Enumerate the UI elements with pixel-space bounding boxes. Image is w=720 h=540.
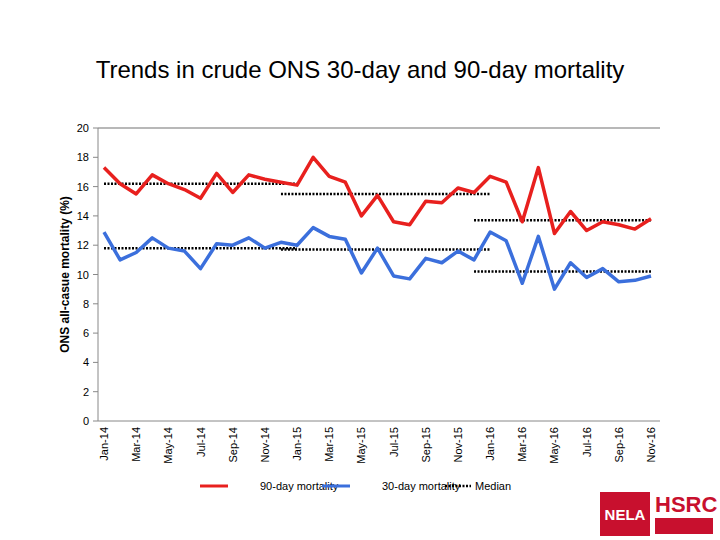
y-tick-label: 0 [83,415,89,427]
median-line [104,182,297,185]
x-tick-label: Mar-15 [323,427,335,462]
y-tick [93,128,98,129]
logo-bar [655,518,713,534]
median-line [281,193,490,196]
x-tick-label: Mar-16 [516,427,528,462]
x-tick-label: Mar-14 [130,427,142,462]
title: Trends in crude ONS 30-day and 90-day mo… [96,56,625,83]
y-tick-label: 18 [77,151,89,163]
legend-swatch [322,485,350,488]
legend-swatch [200,485,228,488]
legend-swatch [445,485,471,488]
x-tick-label: Jul-14 [195,427,207,457]
x-tick-label: Jul-15 [388,427,400,457]
y-label: ONS all-casue mortality (%) [58,196,72,353]
y-tick [93,391,98,392]
y-tick-label: 12 [77,239,89,251]
x-tick-label: Sep-14 [227,427,239,462]
x-tick-label: Jul-16 [581,427,593,457]
y-tick-label: 8 [83,298,89,310]
y-tick [93,245,98,246]
x-tick-label: May-14 [162,427,174,464]
y-tick-label: 20 [77,122,89,134]
logo-box [600,492,650,536]
x-tick-label: Sep-15 [420,427,432,462]
y-tick [93,215,98,216]
x-axis [98,421,660,422]
x-tick-label: May-16 [548,427,560,464]
x-tick-label: Nov-14 [259,427,271,462]
y-tick [93,333,98,334]
series-line [104,228,651,290]
y-tick-label: 2 [83,386,89,398]
y-tick-label: 4 [83,356,89,368]
x-tick-label: Jan-14 [98,427,110,461]
x-tick-label: Nov-15 [452,427,464,462]
y-tick [93,274,98,275]
y-tick [93,303,98,304]
logo-right: HSRC [655,492,717,517]
x-tick-label: Jan-15 [291,427,303,461]
x-tick-label: May-15 [355,427,367,464]
chart: Trends in crude ONS 30-day and 90-day mo… [0,0,720,540]
plot-area [104,157,651,289]
median-line [474,270,651,273]
x-tick-label: Nov-16 [645,427,657,462]
y-tick [93,421,98,422]
y-tick [93,157,98,158]
y-tick [93,362,98,363]
y-tick-label: 6 [83,327,89,339]
x-tick-label: Jan-16 [484,427,496,461]
series-line [104,157,651,233]
logo-left: NELA [605,506,646,523]
x-tick-label: Sep-16 [613,427,625,462]
y-tick-label: 16 [77,181,89,193]
y-tick [93,186,98,187]
legend-label: Median [475,480,511,492]
y-tick-label: 10 [77,269,89,281]
frame-top [98,127,660,129]
y-tick-label: 14 [77,210,89,222]
